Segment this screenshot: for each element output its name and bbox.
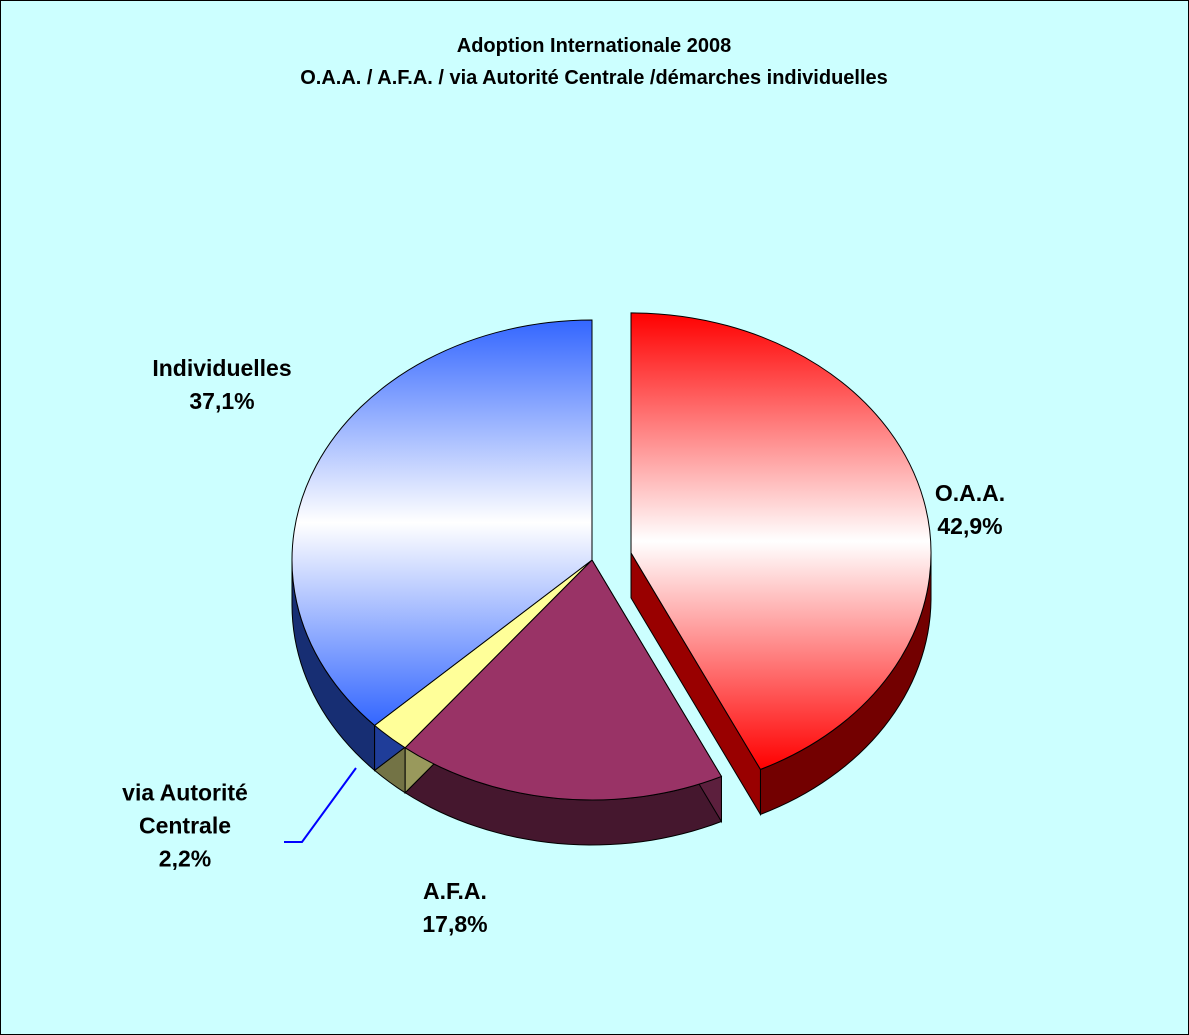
leader-line (284, 767, 357, 843)
slice (291, 319, 593, 727)
slice-label: Individuelles 37,1% (132, 352, 312, 418)
slice (630, 312, 932, 771)
value-label: 2,2% (158, 845, 212, 872)
category-label: via Autorité Centrale (122, 779, 248, 839)
slice-label: O.A.A. 42,9% (880, 477, 1060, 543)
chart-subtitle: O.A.A. / A.F.A. / via Autorité Centrale … (300, 67, 888, 89)
slice-label: via Autorité Centrale 2,2% (95, 777, 275, 876)
chart-title: Adoption Internationale 2008 (457, 35, 731, 57)
slice (404, 559, 723, 801)
value-label: 42,9% (937, 513, 1003, 539)
value-label: 37,1% (189, 388, 255, 414)
category-label: Individuelles (152, 355, 292, 381)
value-label: 17,8% (422, 911, 488, 937)
category-label: A.F.A. (423, 878, 487, 904)
category-label: O.A.A. (934, 480, 1006, 506)
slice-label: A.F.A. 17,8% (365, 875, 545, 941)
